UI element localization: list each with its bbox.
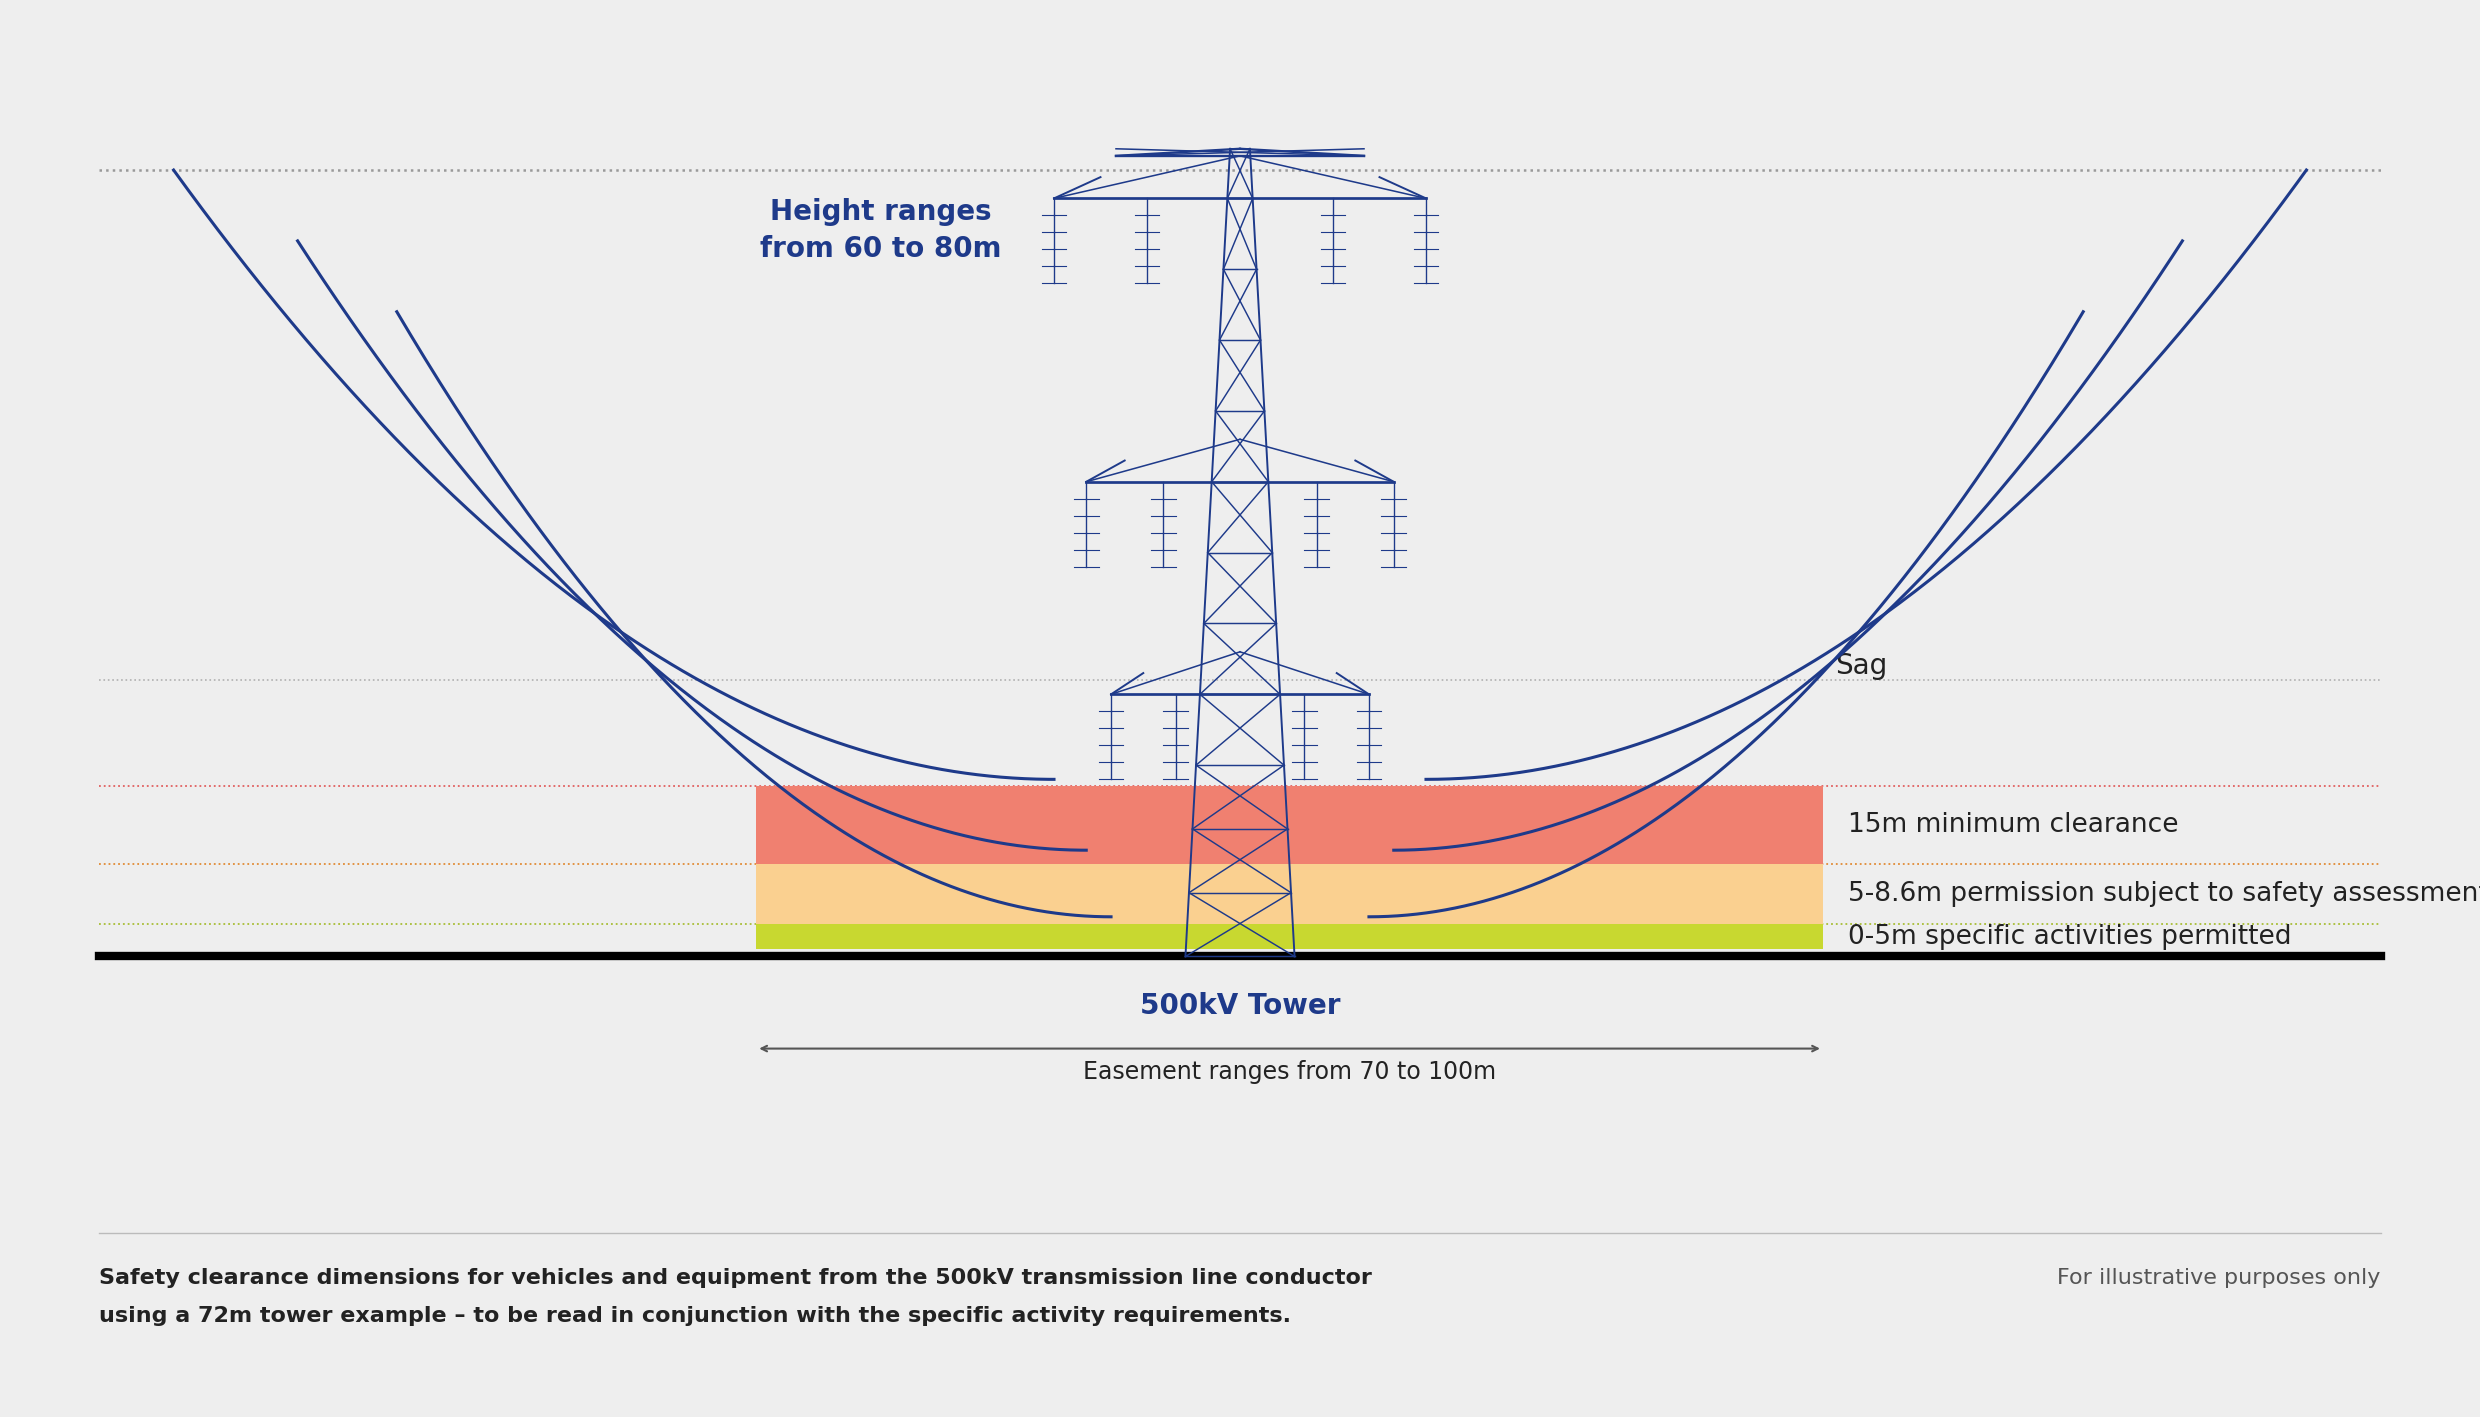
Text: For illustrative purposes only: For illustrative purposes only — [2058, 1268, 2381, 1288]
Text: Sag: Sag — [1835, 652, 1887, 680]
Text: Safety clearance dimensions for vehicles and equipment from the 500kV transmissi: Safety clearance dimensions for vehicles… — [99, 1268, 1371, 1288]
Text: 0-5m specific activities permitted: 0-5m specific activities permitted — [1848, 924, 2292, 949]
Bar — [756, 864, 1823, 924]
Text: Easement ranges from 70 to 100m: Easement ranges from 70 to 100m — [1084, 1060, 1495, 1084]
Text: using a 72m tower example – to be read in conjunction with the specific activity: using a 72m tower example – to be read i… — [99, 1306, 1292, 1326]
Bar — [756, 924, 1823, 949]
Text: 5-8.6m permission subject to safety assessment: 5-8.6m permission subject to safety asse… — [1848, 881, 2480, 907]
Text: 500kV Tower: 500kV Tower — [1141, 992, 1339, 1020]
Bar — [756, 786, 1823, 864]
Text: 15m minimum clearance: 15m minimum clearance — [1848, 812, 2177, 839]
Text: Height ranges
from 60 to 80m: Height ranges from 60 to 80m — [759, 198, 1002, 264]
